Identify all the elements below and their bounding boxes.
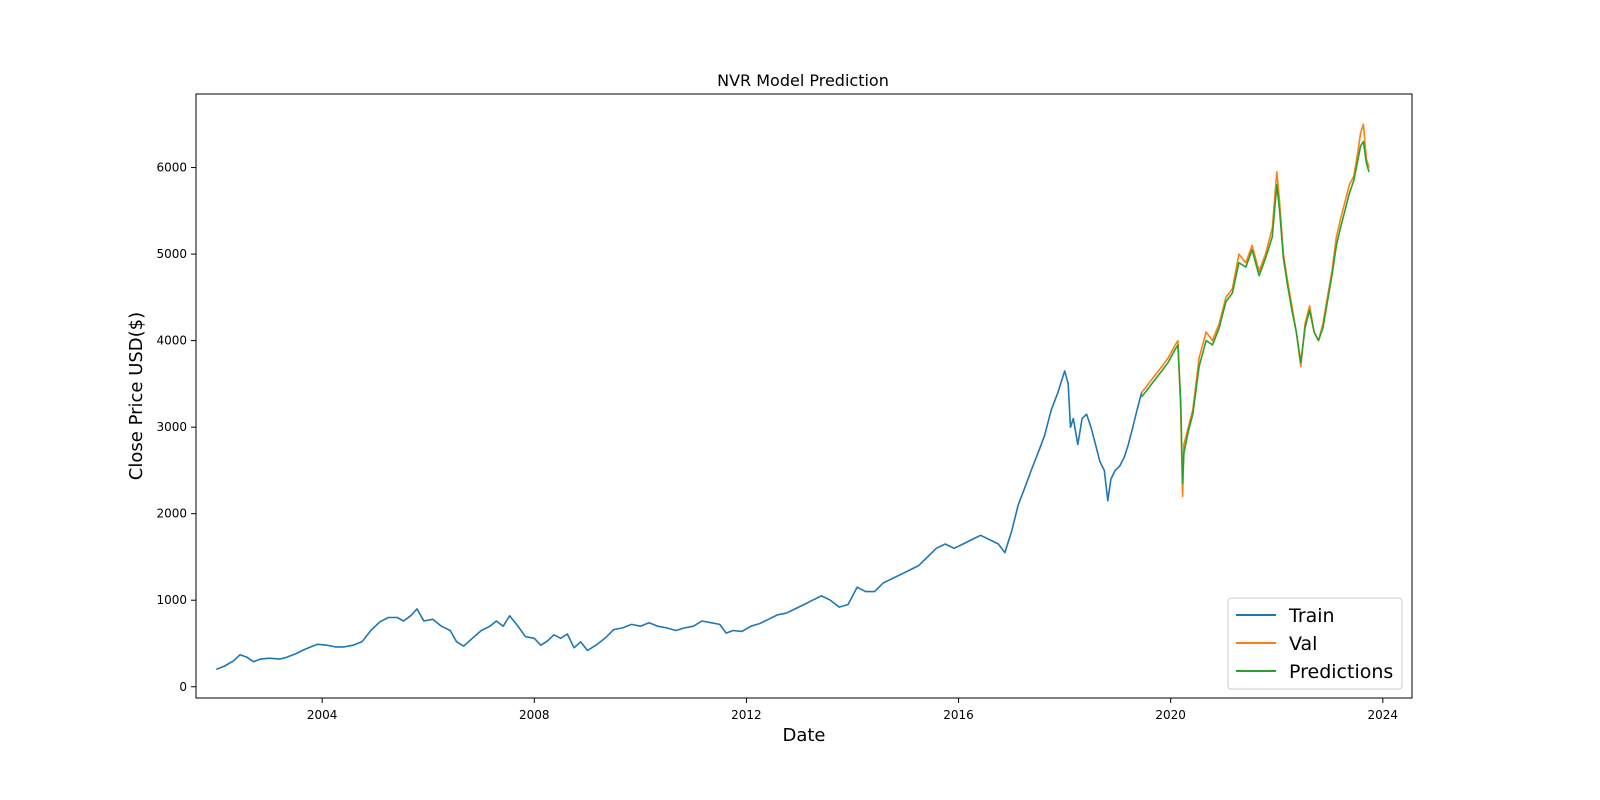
- legend: Train Val Predictions: [1227, 597, 1403, 690]
- x-tick-label: 2024: [1368, 708, 1399, 722]
- x-tick-label: 2012: [731, 708, 762, 722]
- chart-title: NVR Model Prediction: [717, 71, 889, 90]
- y-axis-label: Close Price USD($): [126, 312, 147, 480]
- y-axis: 0 1000 2000 3000 4000 5000 6000: [156, 161, 196, 694]
- y-tick-label: 4000: [156, 334, 187, 348]
- x-axis-label: Date: [782, 725, 825, 746]
- legend-label-val: Val: [1289, 633, 1317, 655]
- legend-box: [1227, 597, 1403, 690]
- legend-label-train: Train: [1288, 605, 1335, 627]
- y-tick-label: 2000: [156, 507, 187, 521]
- x-tick-label: 2004: [307, 708, 338, 722]
- y-tick-label: 6000: [156, 161, 187, 175]
- x-tick-label: 2008: [519, 708, 550, 722]
- x-tick-label: 2016: [943, 708, 974, 722]
- series-layer: [215, 123, 1370, 671]
- series-line-predictions: [1140, 140, 1370, 485]
- legend-entries: Train Val Predictions: [1236, 605, 1393, 683]
- x-tick-label: 2020: [1155, 708, 1186, 722]
- x-axis: 2004 2008 2012 2016 2020 2024: [307, 698, 1398, 722]
- series-line-train: [215, 370, 1143, 671]
- legend-label-predictions: Predictions: [1289, 661, 1393, 683]
- y-tick-label: 0: [179, 680, 187, 694]
- plot-frame: [195, 93, 1413, 699]
- y-tick-label: 5000: [156, 247, 187, 261]
- y-tick-label: 1000: [156, 593, 187, 607]
- y-tick-label: 3000: [156, 420, 187, 434]
